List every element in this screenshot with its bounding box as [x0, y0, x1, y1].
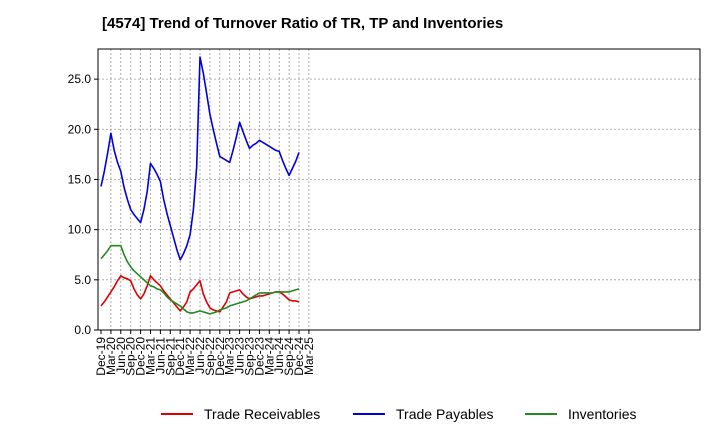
legend-label: Trade Payables [396, 406, 494, 422]
x-tick-label: Jun-22 [193, 337, 207, 374]
x-tick-label: Jun-23 [233, 337, 247, 374]
x-tick-label: Dec-20 [134, 337, 148, 376]
y-tick-label: 20.0 [68, 122, 92, 136]
legend-label: Inventories [568, 406, 636, 422]
x-axis: Dec-19Mar-20Jun-20Sep-20Dec-20Mar-21Jun-… [94, 330, 316, 376]
x-tick-label: Sep-20 [124, 337, 138, 376]
chart-title: [4574] Trend of Turnover Ratio of TR, TP… [102, 15, 504, 32]
x-tick-label: Dec-21 [173, 337, 187, 376]
x-tick-label: Sep-21 [163, 337, 177, 376]
grid-lines [98, 49, 700, 330]
y-axis: 0.0 5.0 10.0 15.0 20.0 25.0 [68, 72, 98, 337]
x-tick-label: Mar-23 [223, 337, 237, 375]
y-tick-label: 0.0 [74, 323, 91, 337]
series-line-trade-payables [100, 56, 300, 261]
x-tick-label: Dec-22 [213, 337, 227, 376]
x-tick-label: Mar-21 [144, 337, 158, 375]
x-tick-label: Dec-23 [252, 337, 266, 376]
series-line-inventories [100, 244, 300, 315]
x-tick-label: Jun-24 [272, 337, 286, 374]
x-tick-label: Mar-20 [104, 337, 118, 375]
series-lines [100, 56, 300, 315]
y-tick-label: 10.0 [68, 223, 92, 237]
x-tick-label: Dec-19 [94, 337, 108, 376]
x-tick-label: Sep-23 [243, 337, 257, 376]
x-tick-label: Jun-21 [153, 337, 167, 374]
x-tick-label: Sep-24 [282, 337, 296, 376]
x-tick-label: Dec-24 [292, 337, 306, 376]
x-tick-label: Mar-22 [183, 337, 197, 375]
y-tick-label: 15.0 [68, 172, 92, 186]
y-tick-label: 5.0 [74, 273, 91, 287]
y-tick-label: 25.0 [68, 72, 92, 86]
series-line-trade-receivables [100, 274, 300, 313]
x-tick-label: Jun-20 [114, 337, 128, 374]
legend-label: Trade Receivables [204, 406, 320, 422]
plot-area-border [97, 48, 701, 331]
x-tick-label: Mar-25 [302, 337, 316, 375]
x-tick-label: Mar-24 [262, 337, 276, 375]
x-tick-label: Sep-22 [203, 337, 217, 376]
legend: Trade Receivables Trade Payables Inventori… [161, 406, 636, 422]
